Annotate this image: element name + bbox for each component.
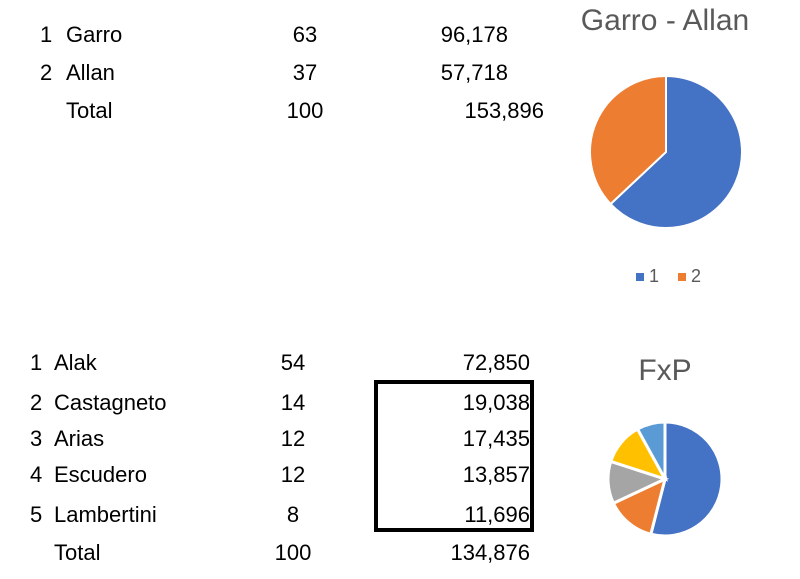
percent-cell: 14 xyxy=(280,390,306,415)
chart-title: Garro - Allan xyxy=(580,4,750,37)
total-percent: 100 xyxy=(274,540,312,565)
percent-cell: 54 xyxy=(280,350,306,375)
percent-cell: 12 xyxy=(280,426,306,451)
rank-cell: 4 xyxy=(30,462,43,487)
total-percent: 100 xyxy=(286,98,324,123)
legend-label: 1 xyxy=(649,266,660,286)
votes-cell: 17,435 xyxy=(462,426,530,451)
chart-title: FxP xyxy=(638,354,692,387)
candidate-name: Arias xyxy=(54,426,105,451)
legend-label: 2 xyxy=(691,266,702,286)
rank-cell: 3 xyxy=(30,426,43,451)
total-votes: 153,896 xyxy=(464,98,544,123)
highlight-box xyxy=(374,380,534,532)
candidate-name: Alak xyxy=(54,350,97,375)
pie-slice-2 xyxy=(589,74,667,206)
pie-slice-4 xyxy=(608,427,669,482)
pie-slice-2 xyxy=(611,476,668,537)
rank-cell: 1 xyxy=(40,22,53,47)
total-label: Total xyxy=(66,98,113,123)
votes-cell: 72,850 xyxy=(462,350,530,375)
candidate-name: Lambertini xyxy=(54,502,157,527)
votes-cell: 96,178 xyxy=(440,22,508,47)
pie-slice-3 xyxy=(606,459,670,506)
rank-cell: 2 xyxy=(40,60,53,85)
pie-slice-1 xyxy=(609,74,743,229)
votes-cell: 57,718 xyxy=(440,60,508,85)
votes-cell: 13,857 xyxy=(462,462,530,487)
votes-cell: 11,696 xyxy=(464,502,530,527)
total-votes: 134,876 xyxy=(450,540,530,565)
candidate-name: Escudero xyxy=(54,462,147,487)
votes-cell: 19,038 xyxy=(462,390,530,415)
pie-slice-1 xyxy=(648,420,724,538)
chart-legend: 1 2 xyxy=(636,266,715,287)
legend-item: 1 xyxy=(636,266,659,286)
legend-item: 2 xyxy=(678,266,701,286)
rank-cell: 1 xyxy=(30,350,43,375)
rank-cell: 2 xyxy=(30,390,43,415)
candidate-name: Castagneto xyxy=(54,390,167,415)
legend-swatch xyxy=(636,273,644,282)
candidate-name: Allan xyxy=(66,60,115,85)
rank-cell: 5 xyxy=(30,502,43,527)
total-label: Total xyxy=(54,540,101,565)
legend-swatch xyxy=(678,273,687,282)
percent-cell: 63 xyxy=(292,22,318,47)
percent-cell: 8 xyxy=(286,502,300,527)
percent-cell: 12 xyxy=(280,462,306,487)
pie-slice-5 xyxy=(635,420,667,480)
percent-cell: 37 xyxy=(292,60,318,85)
candidate-name: Garro xyxy=(66,22,123,47)
